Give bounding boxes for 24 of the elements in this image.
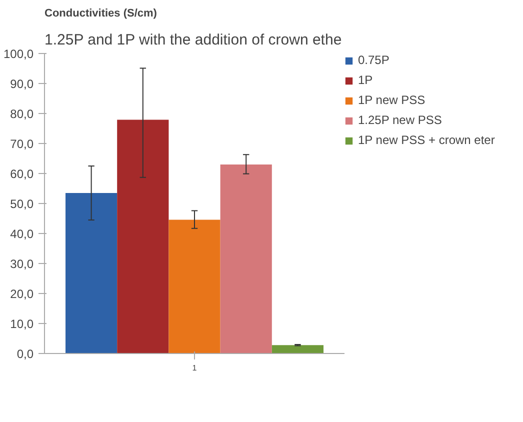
bar [272,345,324,354]
chart-title: 1.25P and 1P with the addition of crown ethe [44,32,342,48]
legend-label: 0.75P [358,53,390,67]
bar [66,193,118,354]
y-tick-label: 10,0 [10,317,34,331]
y-tick-label: 30,0 [10,257,34,271]
y-tick-label: 50,0 [10,197,34,211]
y-tick-label: 90,0 [10,77,34,91]
bar [168,220,220,354]
y-tick-label: 80,0 [10,107,34,121]
x-tick-label: 1 [192,364,198,372]
y-tick-label: 70,0 [10,137,34,151]
y-tick-label: 20,0 [10,287,34,301]
legend-label: 1P [358,73,374,87]
legend-label: 1P new PSS [358,93,426,107]
bar [117,120,169,354]
legend-label: 1.25P new PSS [358,113,442,127]
y-axis-title: Conductivities (S/cm) [44,8,158,20]
y-tick-label: 0,0 [16,347,34,361]
bar [220,164,272,354]
legend-label: 1P new PSS + crown eter [358,133,495,147]
y-tick-label: 60,0 [10,167,34,181]
y-tick-label: 100,0 [3,47,34,61]
y-tick-label: 40,0 [10,227,34,241]
